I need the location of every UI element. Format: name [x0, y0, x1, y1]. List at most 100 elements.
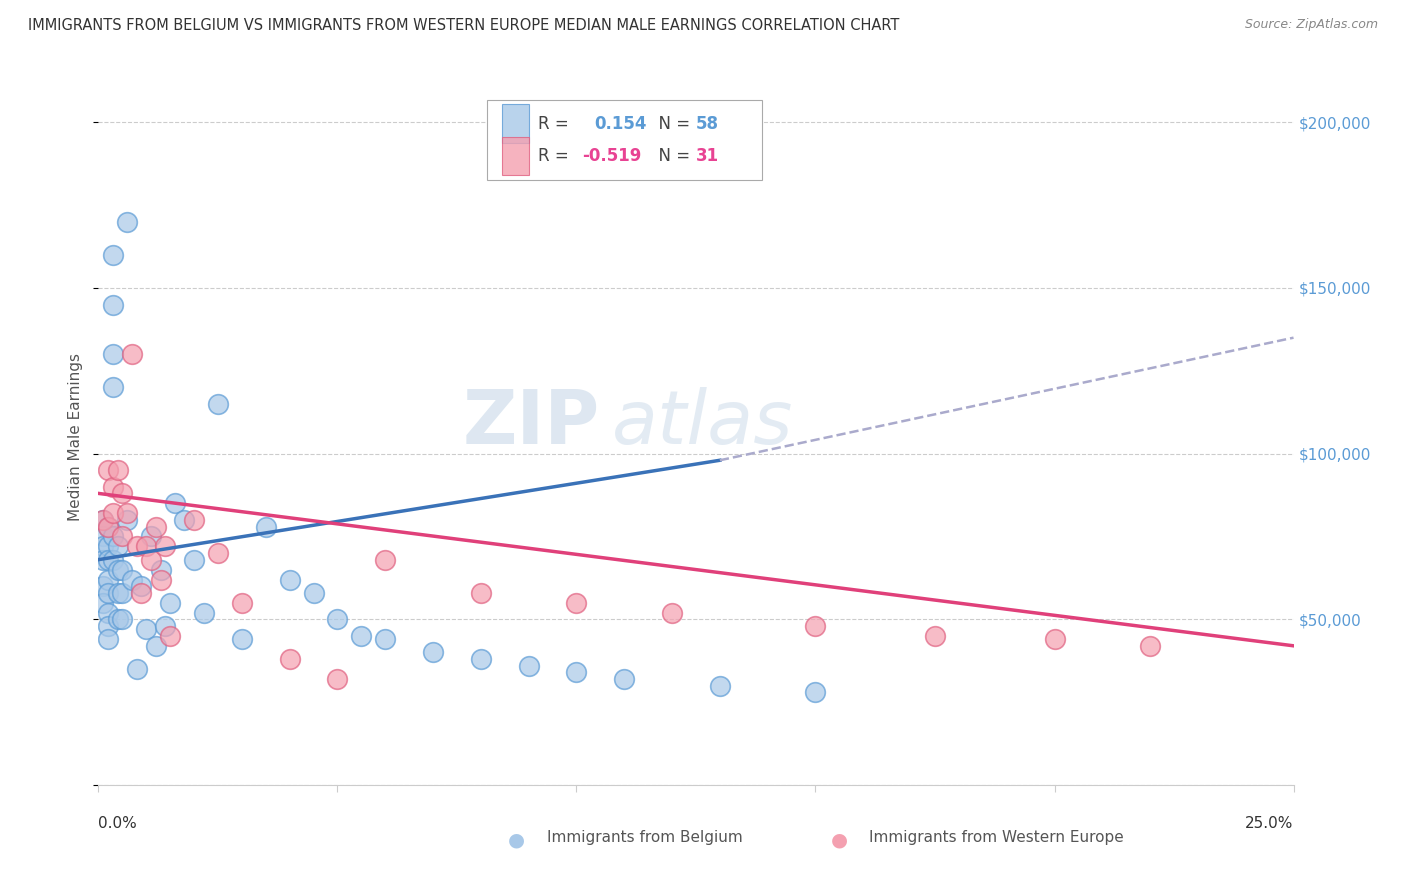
Point [139, 552, 162, 566]
Point [135, 540, 157, 554]
Point [193, 606, 215, 620]
Point [804, 685, 827, 699]
Text: Immigrants from Western Europe: Immigrants from Western Europe [869, 830, 1123, 846]
Point [107, 463, 129, 477]
Point [111, 612, 134, 626]
Point [97, 519, 120, 533]
Text: R =: R = [538, 114, 579, 133]
Text: IMMIGRANTS FROM BELGIUM VS IMMIGRANTS FROM WESTERN EUROPE MEDIAN MALE EARNINGS C: IMMIGRANTS FROM BELGIUM VS IMMIGRANTS FR… [28, 18, 900, 33]
Text: N =: N = [648, 114, 696, 133]
Point [1139, 639, 1161, 653]
Point [91, 529, 114, 543]
Point [111, 586, 134, 600]
Point [101, 529, 124, 543]
Text: 58: 58 [696, 114, 718, 133]
Point [97, 519, 120, 533]
Point [131, 586, 153, 600]
Point [101, 248, 124, 262]
Point [111, 563, 134, 577]
Y-axis label: Median Male Earnings: Median Male Earnings [67, 353, 83, 521]
Point [278, 652, 301, 666]
Point [101, 380, 124, 394]
FancyBboxPatch shape [486, 100, 762, 179]
Point [115, 513, 138, 527]
Point [565, 596, 588, 610]
Point [149, 573, 172, 587]
Point [302, 586, 325, 600]
Point [374, 632, 396, 647]
Text: R =: R = [538, 146, 574, 165]
Point [374, 552, 396, 566]
Point [125, 540, 148, 554]
Point [111, 529, 134, 543]
Point [91, 513, 114, 527]
Point [145, 519, 167, 533]
Point [101, 552, 124, 566]
Point [350, 629, 373, 643]
Point [183, 513, 205, 527]
Point [91, 552, 114, 566]
Text: -0.519: -0.519 [582, 146, 641, 165]
Point [183, 552, 205, 566]
Point [159, 596, 181, 610]
Point [135, 622, 157, 636]
Point [207, 546, 229, 560]
Point [101, 347, 124, 361]
Point [107, 586, 129, 600]
Text: ●: ● [508, 830, 526, 849]
Text: 31: 31 [696, 146, 718, 165]
Point [661, 606, 683, 620]
Point [159, 629, 181, 643]
Point [107, 540, 129, 554]
Text: Source: ZipAtlas.com: Source: ZipAtlas.com [1244, 18, 1378, 31]
Point [97, 573, 120, 587]
Point [155, 540, 177, 554]
Point [517, 658, 540, 673]
Point [278, 573, 301, 587]
Point [709, 679, 731, 693]
Point [91, 540, 114, 554]
Point [101, 506, 124, 520]
Point [131, 579, 153, 593]
Text: 25.0%: 25.0% [1246, 816, 1294, 831]
Point [115, 215, 138, 229]
Point [139, 529, 162, 543]
Text: ZIP: ZIP [463, 386, 600, 459]
Bar [502, 104, 529, 143]
Point [231, 632, 253, 647]
Point [97, 552, 120, 566]
Point [101, 480, 124, 494]
Point [231, 596, 253, 610]
Point [101, 297, 124, 311]
Point [173, 513, 195, 527]
Text: atlas: atlas [613, 387, 794, 459]
Point [115, 506, 138, 520]
Point [207, 397, 229, 411]
Point [91, 513, 114, 527]
Point [254, 519, 277, 533]
Text: ●: ● [831, 830, 848, 849]
Point [97, 619, 120, 633]
Point [97, 540, 120, 554]
Point [470, 652, 492, 666]
Point [163, 496, 186, 510]
Point [422, 645, 444, 659]
Point [97, 463, 120, 477]
Point [145, 639, 167, 653]
Point [804, 619, 827, 633]
Text: 0.154: 0.154 [595, 114, 647, 133]
Point [924, 629, 946, 643]
Point [121, 347, 143, 361]
Point [613, 672, 636, 686]
Point [107, 563, 129, 577]
Point [97, 606, 120, 620]
Point [121, 573, 143, 587]
Point [1043, 632, 1066, 647]
Point [97, 586, 120, 600]
Point [149, 563, 172, 577]
Point [470, 586, 492, 600]
Point [111, 486, 134, 500]
Point [565, 665, 588, 680]
Text: N =: N = [648, 146, 696, 165]
Bar [502, 136, 529, 175]
